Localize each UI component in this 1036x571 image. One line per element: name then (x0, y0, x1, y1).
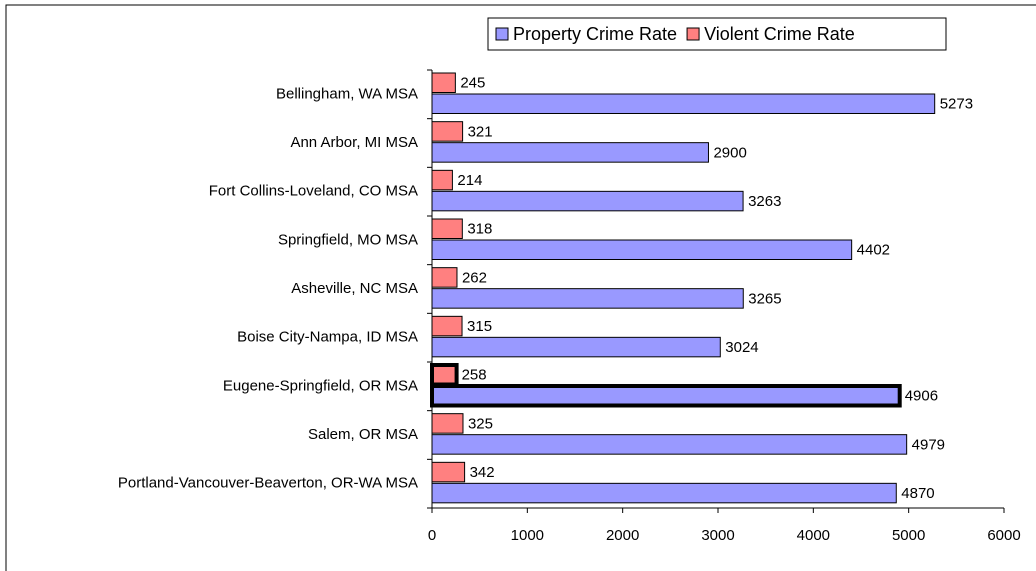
data-label: 3024 (725, 339, 758, 356)
data-label: 2900 (713, 144, 746, 161)
y-tick-label: Ann Arbor, MI MSA (290, 134, 418, 151)
legend-box (487, 17, 947, 51)
data-label: 325 (468, 415, 493, 432)
bar (431, 482, 897, 504)
legend-swatch (495, 27, 509, 41)
bar (431, 142, 709, 163)
bar (431, 461, 466, 483)
x-tick-label: 5000 (892, 527, 925, 544)
data-label: 318 (467, 221, 492, 238)
data-label: 4870 (901, 485, 934, 502)
data-label: 4979 (912, 436, 945, 453)
data-label: 3265 (748, 290, 781, 307)
y-tick-label: Fort Collins-Loveland, CO MSA (209, 183, 418, 200)
y-tick-label: Asheville, NC MSA (291, 280, 418, 297)
bar (430, 384, 902, 408)
y-tick-label: Boise City-Nampa, ID MSA (237, 329, 418, 346)
y-tick-label: Eugene-Springfield, OR MSA (223, 377, 418, 394)
y-tick-label: Portland-Vancouver-Beaverton, OR-WA MSA (118, 475, 418, 492)
bar (431, 121, 464, 142)
legend-label: Property Crime Rate (513, 24, 677, 44)
y-tick-label: Springfield, MO MSA (278, 231, 418, 248)
bar (431, 336, 721, 358)
bar (431, 288, 744, 309)
data-label: 3263 (748, 193, 781, 210)
data-label: 315 (467, 318, 492, 335)
bar (431, 218, 463, 239)
data-label: 342 (470, 464, 495, 481)
data-label: 214 (457, 172, 482, 189)
data-label: 262 (462, 269, 487, 286)
bar (431, 93, 936, 114)
legend-swatch (686, 27, 700, 41)
bar (431, 315, 463, 337)
bar (431, 239, 853, 260)
data-label: 4906 (905, 388, 938, 405)
data-label: 258 (462, 367, 487, 384)
x-tick-label: 1000 (511, 527, 544, 544)
y-tick-label: Bellingham, WA MSA (276, 85, 418, 102)
x-tick-label: 6000 (987, 527, 1020, 544)
x-tick-label: 0 (428, 527, 436, 544)
bar (430, 363, 459, 387)
legend-label: Violent Crime Rate (704, 24, 855, 44)
data-label: 4402 (857, 242, 890, 259)
bar (431, 169, 453, 191)
x-tick-label: 3000 (701, 527, 734, 544)
data-label: 321 (468, 123, 493, 140)
bar (431, 434, 908, 455)
data-label: 245 (460, 75, 485, 92)
x-tick-label: 2000 (606, 527, 639, 544)
data-label: 5273 (940, 96, 973, 113)
y-tick-label: Salem, OR MSA (308, 426, 418, 443)
bar (431, 72, 456, 93)
bar (431, 190, 744, 212)
bar (431, 413, 464, 434)
x-tick-label: 4000 (797, 527, 830, 544)
bar (431, 267, 458, 288)
